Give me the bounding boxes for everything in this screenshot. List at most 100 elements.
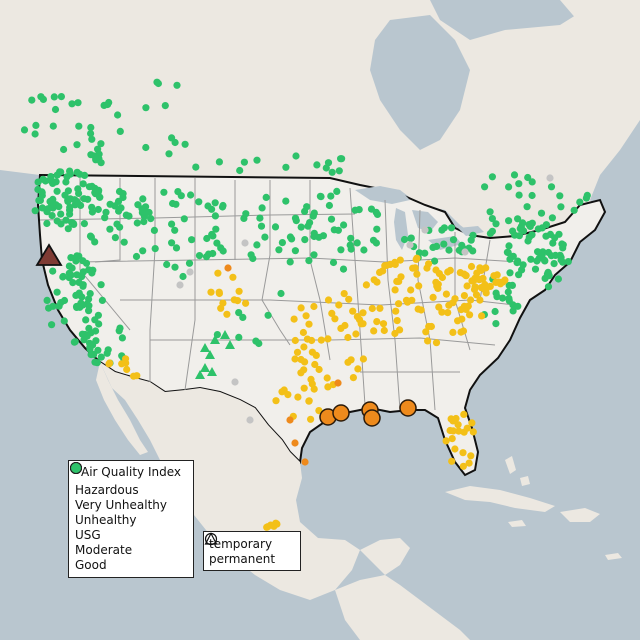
station-marker bbox=[74, 99, 82, 107]
station-marker bbox=[460, 410, 468, 418]
station-marker bbox=[240, 158, 248, 166]
station-marker bbox=[393, 277, 401, 285]
station-marker bbox=[119, 193, 127, 202]
station-marker bbox=[514, 302, 522, 310]
station-marker bbox=[57, 93, 65, 101]
station-marker bbox=[92, 337, 100, 345]
station-marker-permanent bbox=[200, 363, 210, 372]
station-marker bbox=[395, 300, 403, 308]
station-marker bbox=[195, 198, 203, 206]
station-marker bbox=[495, 278, 503, 286]
station-marker bbox=[469, 247, 477, 255]
station-marker bbox=[354, 365, 362, 373]
station-marker bbox=[38, 204, 47, 212]
station-marker bbox=[438, 226, 446, 234]
station-marker bbox=[215, 158, 223, 166]
station-marker bbox=[91, 358, 99, 366]
station-marker bbox=[242, 299, 250, 307]
legend-item-moderate: Moderate bbox=[70, 462, 187, 557]
station-marker bbox=[55, 302, 63, 310]
station-marker bbox=[20, 126, 29, 134]
station-marker bbox=[101, 214, 109, 222]
station-marker bbox=[41, 177, 50, 185]
station-marker bbox=[145, 208, 153, 217]
station-marker bbox=[181, 140, 189, 148]
station-marker bbox=[57, 220, 65, 228]
station-marker bbox=[456, 269, 464, 277]
station-marker bbox=[195, 252, 204, 260]
station-marker-permanent bbox=[205, 350, 215, 359]
station-marker bbox=[72, 291, 80, 299]
station-marker bbox=[187, 191, 195, 199]
station-marker bbox=[66, 170, 74, 178]
station-marker bbox=[347, 245, 355, 253]
station-marker bbox=[111, 234, 119, 242]
station-marker bbox=[286, 416, 294, 424]
station-marker bbox=[339, 265, 348, 273]
station-marker bbox=[43, 296, 51, 304]
station-marker bbox=[272, 397, 280, 405]
station-marker bbox=[57, 210, 65, 218]
station-marker bbox=[400, 235, 409, 244]
station-marker bbox=[476, 296, 484, 304]
station-marker bbox=[345, 295, 353, 303]
station-marker bbox=[414, 305, 422, 313]
station-marker bbox=[460, 428, 468, 436]
station-marker bbox=[59, 273, 67, 281]
station-marker bbox=[271, 223, 280, 231]
station-marker bbox=[70, 338, 78, 346]
station-marker bbox=[51, 105, 60, 114]
station-marker bbox=[534, 225, 542, 233]
station-marker bbox=[421, 226, 429, 234]
land-yucatan bbox=[360, 538, 410, 575]
station-marker bbox=[413, 254, 421, 262]
station-marker bbox=[468, 419, 476, 427]
station-marker bbox=[493, 293, 501, 301]
station-marker bbox=[239, 313, 247, 321]
station-marker bbox=[559, 241, 567, 249]
station-marker bbox=[65, 262, 73, 270]
station-marker bbox=[73, 168, 81, 176]
station-marker bbox=[359, 355, 367, 363]
station-marker bbox=[64, 196, 72, 204]
station-markers bbox=[20, 78, 591, 531]
station-marker bbox=[88, 203, 96, 211]
station-marker bbox=[432, 266, 440, 274]
station-marker bbox=[31, 130, 39, 138]
station-marker bbox=[140, 218, 148, 226]
station-marker bbox=[115, 327, 123, 335]
station-marker bbox=[118, 334, 126, 342]
station-marker bbox=[68, 100, 76, 108]
station-marker bbox=[376, 304, 384, 312]
station-marker bbox=[368, 304, 376, 313]
good-swatch-icon bbox=[70, 462, 82, 474]
station-marker bbox=[34, 178, 42, 186]
station-marker bbox=[449, 417, 457, 425]
station-marker bbox=[150, 226, 158, 234]
station-marker bbox=[449, 427, 457, 435]
station-marker bbox=[367, 205, 376, 213]
station-marker bbox=[292, 152, 300, 160]
station-marker bbox=[138, 209, 146, 217]
station-marker bbox=[291, 439, 299, 447]
station-marker bbox=[120, 238, 128, 246]
station-marker bbox=[353, 239, 361, 247]
station-marker bbox=[459, 462, 467, 470]
usg-temporary-marker bbox=[399, 399, 417, 417]
station-marker bbox=[82, 316, 90, 324]
station-marker bbox=[327, 192, 335, 200]
station-marker bbox=[499, 294, 507, 302]
station-marker bbox=[235, 309, 243, 317]
station-marker bbox=[134, 201, 142, 209]
station-marker bbox=[64, 225, 72, 233]
station-marker bbox=[542, 221, 551, 229]
station-marker bbox=[174, 188, 182, 196]
station-marker bbox=[501, 276, 509, 284]
station-marker bbox=[310, 302, 318, 311]
station-marker bbox=[425, 322, 433, 331]
station-marker bbox=[235, 287, 243, 295]
station-marker bbox=[258, 204, 266, 212]
legend-item-usg: USG bbox=[70, 462, 187, 542]
station-marker bbox=[576, 198, 584, 206]
station-marker bbox=[171, 263, 179, 271]
